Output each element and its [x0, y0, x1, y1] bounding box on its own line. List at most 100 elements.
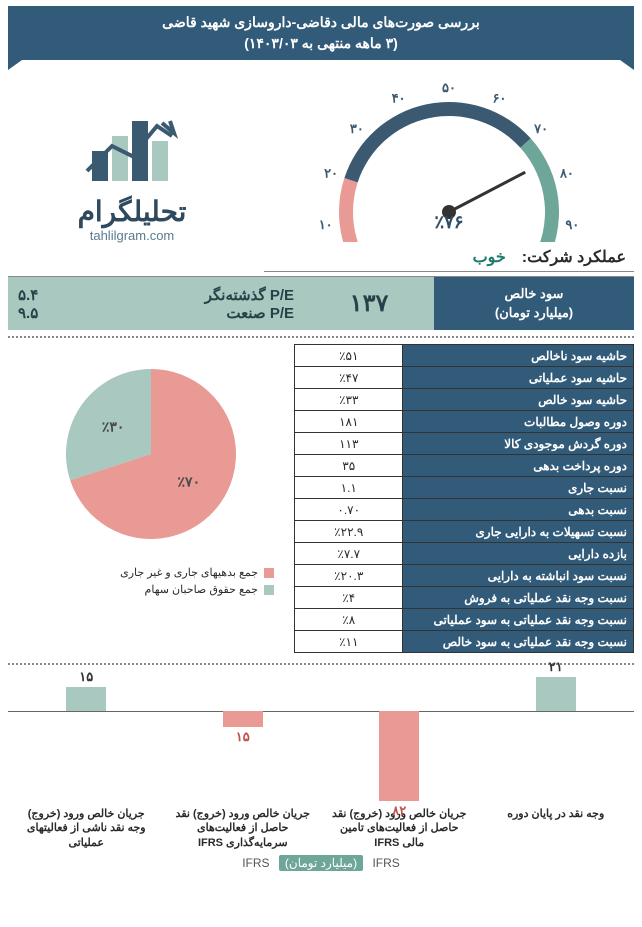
- capital-structure-pie: ٪۷۰ ٪۳۰ جمع بدهیهای جاری و غیر جاری جمع حق…: [8, 344, 294, 653]
- pe-trailing-value: ۵.۴: [18, 286, 38, 304]
- gauge-chart: ۰۱۰۲۰۳۰۴۰۵۰۶۰۷۰۸۰۹۰۱۰۰ ٪۷۶ عملکرد شرکت: …: [264, 72, 634, 272]
- profit-label-2: (میلیارد تومان): [434, 304, 634, 322]
- svg-text:۲۰: ۲۰: [324, 166, 338, 181]
- profit-label-1: سود خالص: [434, 285, 634, 303]
- ratio-value: ۳۵: [295, 455, 403, 477]
- cashflow-label: وجه نقد در پایان دوره: [487, 807, 625, 850]
- svg-text:۵۰: ۵۰: [442, 80, 456, 95]
- ratio-value: ۰.۷۰: [295, 499, 403, 521]
- pe-trailing-label: P/E گذشته‌نگر: [205, 286, 294, 304]
- ratio-label: نسبت وجه نقد عملیاتی به سود خالص: [403, 631, 634, 653]
- ratio-value: ٪۵۱: [295, 345, 403, 367]
- net-profit-row: سود خالص (میلیارد تومان) ۱۳۷ P/E گذشته‌ن…: [8, 276, 634, 330]
- cashflow-unit-label: (میلیارد تومان): [279, 855, 363, 871]
- ratio-value: ٪۲۰.۳: [295, 565, 403, 587]
- header-line1: بررسی صورت‌های مالی دقاضی-داروسازی شهید …: [12, 12, 630, 33]
- ratio-row: نسبت بدهی۰.۷۰: [295, 499, 634, 521]
- ratio-row: نسبت تسهیلات به دارایی جاری٪۲۲.۹: [295, 521, 634, 543]
- pie-legend: جمع بدهیهای جاری و غیر جاری جمع حقوق صاحب…: [120, 566, 294, 600]
- legend-label: جمع حقوق صاحبان سهام: [145, 583, 258, 596]
- ratio-row: نسبت وجه نقد عملیاتی به سود خالص٪۱۱: [295, 631, 634, 653]
- cashflow-value: ۲۱: [487, 659, 625, 675]
- ratio-row: نسبت وجه نقد عملیاتی به سود عملیاتی٪۸: [295, 609, 634, 631]
- net-profit-value: ۱۳۷: [304, 277, 434, 330]
- cashflow-bar: [379, 711, 419, 801]
- ratio-value: ۱.۱: [295, 477, 403, 499]
- cashflow-unit: IFRS (میلیارد تومان) IFRS: [8, 856, 634, 870]
- ratio-label: نسبت جاری: [403, 477, 634, 499]
- performance-value: خوب: [473, 247, 506, 267]
- cashflow-col-investing: ۱۵: [174, 671, 312, 801]
- report-header: بررسی صورت‌های مالی دقاضی-داروسازی شهید …: [8, 6, 634, 60]
- ratio-value: ٪۱۱: [295, 631, 403, 653]
- cashflow-col-end_cash: ۲۱: [487, 671, 625, 801]
- cashflow-bar: [223, 711, 263, 727]
- ratio-label: نسبت بدهی: [403, 499, 634, 521]
- ratio-value: ٪۸: [295, 609, 403, 631]
- ratio-label: بازده دارایی: [403, 543, 634, 565]
- ratio-row: نسبت سود انباشته به دارایی٪۲۰.۳: [295, 565, 634, 587]
- pe-industry-value: ۹.۵: [18, 304, 38, 322]
- ratio-row: دوره وصول مطالبات۱۸۱: [295, 411, 634, 433]
- performance-label: عملکرد شرکت:: [522, 247, 626, 267]
- cashflow-label: جریان خالص ورود (خروج) نقد حاصل از فعالی…: [174, 807, 312, 850]
- ratio-row: دوره پرداخت بدهی۳۵: [295, 455, 634, 477]
- ratio-label: حاشیه سود خالص: [403, 389, 634, 411]
- top-row: ۰۱۰۲۰۳۰۴۰۵۰۶۰۷۰۸۰۹۰۱۰۰ ٪۷۶ عملکرد شرکت: …: [8, 72, 634, 272]
- svg-text:۷۰: ۷۰: [533, 121, 548, 136]
- cashflow-value: ۱۵: [17, 669, 155, 685]
- ratio-row: نسبت وجه نقد عملیاتی به فروش٪۴: [295, 587, 634, 609]
- cashflow-value: ۸۲: [330, 803, 468, 819]
- logo-url: tahlilgram.com: [90, 228, 175, 243]
- net-profit-label: سود خالص (میلیارد تومان): [434, 277, 634, 330]
- cashflow-chart: ۲۱۸۲۱۵۱۵ وجه نقد در پایان دورهجریان خالص…: [8, 663, 634, 893]
- pe-box: P/E گذشته‌نگر ۵.۴ P/E صنعت ۹.۵: [8, 277, 304, 330]
- ratio-value: ٪۲۲.۹: [295, 521, 403, 543]
- cashflow-label: جریان خالص ورود (خروج) وجه نقد ناشی از ف…: [17, 807, 155, 850]
- cashflow-col-financing: ۸۲: [330, 671, 468, 801]
- cashflow-bar: [536, 677, 576, 711]
- ifrs-left: IFRS: [372, 856, 399, 870]
- cashflow-col-operating: ۱۵: [17, 671, 155, 801]
- ratio-row: حاشیه سود عملیاتی٪۴۷: [295, 367, 634, 389]
- logo-brand-text: تحلیلگرام: [78, 195, 187, 228]
- cashflow-value: ۱۵: [174, 729, 312, 745]
- ratio-value: ۱۱۳: [295, 433, 403, 455]
- ratio-label: حاشیه سود ناخالص: [403, 345, 634, 367]
- header-line2: (۳ ماهه منتهی به ۱۴۰۳/۰۳): [12, 33, 630, 54]
- legend-swatch: [264, 585, 274, 595]
- ratio-row: حاشیه سود خالص٪۳۳: [295, 389, 634, 411]
- ratio-label: نسبت سود انباشته به دارایی: [403, 565, 634, 587]
- svg-text:٪۷۰: ٪۷۰: [178, 473, 201, 489]
- pe-industry-label: P/E صنعت: [226, 304, 294, 322]
- ratio-label: نسبت وجه نقد عملیاتی به فروش: [403, 587, 634, 609]
- mid-section: حاشیه سود ناخالص٪۵۱حاشیه سود عملیاتی٪۴۷ح…: [8, 336, 634, 653]
- legend-swatch: [264, 568, 274, 578]
- svg-text:۳۰: ۳۰: [350, 121, 364, 136]
- ratio-label: دوره پرداخت بدهی: [403, 455, 634, 477]
- ratio-value: ۱۸۱: [295, 411, 403, 433]
- ratio-label: دوره وصول مطالبات: [403, 411, 634, 433]
- gauge-value: ٪۷۶: [264, 212, 634, 233]
- ratio-value: ٪۷.۷: [295, 543, 403, 565]
- ratio-row: حاشیه سود ناخالص٪۵۱: [295, 345, 634, 367]
- ratio-value: ٪۴۷: [295, 367, 403, 389]
- ratio-label: دوره گردش موجودی کالا: [403, 433, 634, 455]
- ratio-row: دوره گردش موجودی کالا۱۱۳: [295, 433, 634, 455]
- svg-text:۸۰: ۸۰: [559, 166, 574, 181]
- pie-legend-item: جمع بدهیهای جاری و غیر جاری: [120, 566, 274, 579]
- svg-text:٪۳۰: ٪۳۰: [102, 419, 125, 435]
- pie-svg: ٪۷۰ ٪۳۰: [41, 354, 261, 554]
- logo-icon: [62, 101, 202, 191]
- ratio-row: بازده دارایی٪۷.۷: [295, 543, 634, 565]
- ratio-label: حاشیه سود عملیاتی: [403, 367, 634, 389]
- ratio-label: نسبت وجه نقد عملیاتی به سود عملیاتی: [403, 609, 634, 631]
- brand-logo: تحلیلگرام tahlilgram.com: [8, 72, 256, 272]
- legend-label: جمع بدهیهای جاری و غیر جاری: [120, 566, 258, 579]
- svg-text:۴۰: ۴۰: [392, 91, 406, 106]
- ratio-value: ٪۳۳: [295, 389, 403, 411]
- ratio-value: ٪۴: [295, 587, 403, 609]
- ratio-label: نسبت تسهیلات به دارایی جاری: [403, 521, 634, 543]
- ifrs-right: IFRS: [242, 856, 269, 870]
- svg-text:۶۰: ۶۰: [492, 91, 506, 106]
